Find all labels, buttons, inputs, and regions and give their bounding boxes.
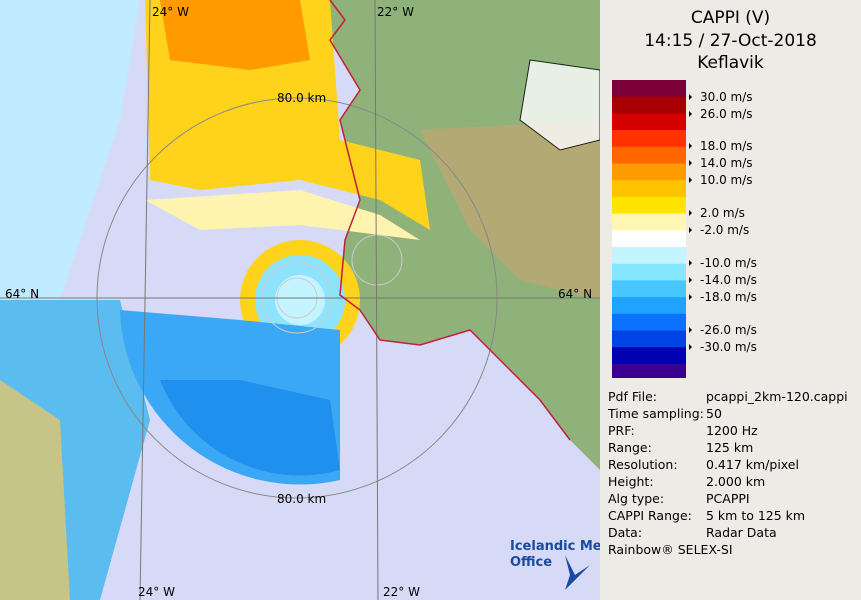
graticule [0, 0, 600, 600]
info-row: CAPPI Range: 5 km to 125 km [608, 508, 805, 523]
echoes [0, 0, 430, 600]
info-value: 2.000 km [706, 474, 766, 489]
legend-label: 30.0 m/s [700, 90, 753, 104]
legend-band [612, 196, 686, 215]
legend-label: -10.0 m/s [700, 256, 757, 270]
info-key: Height: [608, 474, 654, 489]
lon-label: 22° W [383, 585, 420, 599]
info-key: Alg type: [608, 491, 665, 506]
legend-band [612, 96, 686, 114]
legend-label: 18.0 m/s [700, 139, 753, 153]
info-value: PCAPPI [706, 491, 750, 506]
legend-pointer [689, 260, 692, 266]
legend-pointer [689, 177, 692, 183]
legend-label: -26.0 m/s [700, 323, 757, 337]
lat-label: 64° N [5, 287, 39, 301]
legend-label: 10.0 m/s [700, 173, 753, 187]
info-key: Pdf File: [608, 389, 657, 404]
coastline [329, 0, 571, 441]
legend-label: 26.0 m/s [700, 107, 753, 121]
info-key: Data: [608, 525, 643, 540]
legend-pointer [689, 160, 692, 166]
info-key: Range: [608, 440, 652, 455]
footer: Rainbow® SELEX-SI [608, 542, 733, 557]
info-row: Height: 2.000 km [608, 474, 765, 489]
legend-band [612, 146, 686, 164]
legend-band [612, 297, 686, 315]
legend-band [612, 163, 686, 181]
legend-pointer [689, 344, 692, 350]
legend-band [612, 363, 686, 378]
time: 14:15 / 27-Oct-2018 [644, 31, 817, 51]
legend-pointer [689, 277, 692, 283]
logo-text: Icelandic Met [510, 539, 600, 554]
info-value: pcappi_2km-120.cappi [706, 389, 848, 404]
legend-band [612, 313, 686, 331]
info-row: Alg type: PCAPPI [608, 491, 750, 506]
legend-pointer [689, 294, 692, 300]
highland [420, 120, 600, 300]
info-value: 50 [706, 406, 722, 421]
info-value: Radar Data [706, 525, 777, 540]
info-row: Resolution: 0.417 km/pixel [608, 457, 799, 472]
legend-label: -14.0 m/s [700, 273, 757, 287]
legend-label: 2.0 m/s [700, 206, 745, 220]
glacier [519, 59, 600, 151]
info-value: 5 km to 125 km [706, 508, 806, 523]
info-key: Time sampling: [608, 406, 704, 421]
site: Keflavik [697, 53, 764, 73]
legend-label: -2.0 m/s [700, 223, 749, 237]
lon-label: 24° W [152, 5, 189, 19]
legend-label: 14.0 m/s [700, 156, 753, 170]
legend-band [612, 263, 686, 281]
legend-pointer [689, 327, 692, 333]
legend-band [612, 213, 686, 231]
info-key: PRF: [608, 423, 635, 438]
logo-icon [565, 555, 590, 590]
info-panel: CAPPI (V) 14:15 / 27-Oct-2018 Keflavik 3… [600, 0, 861, 600]
legend-band [612, 80, 686, 98]
legend: 30.0 m/s 26.0 m/s 18.0 m/s 14.0 m/s 10.0 m/s… [612, 80, 757, 378]
legend-band [612, 280, 686, 298]
info-row: Range: 125 km [608, 440, 753, 455]
lat-label: 64° N [558, 287, 592, 301]
info-value: 0.417 km/pixel [706, 457, 799, 472]
logo-text: Office [510, 555, 552, 570]
legend-band [612, 230, 686, 248]
legend-pointer [689, 111, 692, 117]
legend-pointer [689, 210, 692, 216]
info-row: PRF: 1200 Hz [608, 423, 758, 438]
info-key: Resolution: [608, 457, 678, 472]
lon-label: 22° W [377, 5, 414, 19]
radar-map: 24° W 22° W 80.0 km 64° N 64° N 80.0 km … [0, 0, 600, 600]
range-label: 80.0 km [277, 91, 326, 105]
legend-band [612, 130, 686, 148]
legend-pointer [689, 94, 692, 100]
legend-band [612, 113, 686, 131]
info-value: 1200 Hz [706, 423, 758, 438]
legend-band [612, 330, 686, 348]
legend-label: -18.0 m/s [700, 290, 757, 304]
info-row: Pdf File: pcappi_2km-120.cappi [608, 389, 848, 404]
info-row: Data: Radar Data [608, 525, 777, 540]
legend-label: -30.0 m/s [700, 340, 757, 354]
legend-pointer [689, 143, 692, 149]
info-value: 125 km [706, 440, 754, 455]
lon-label: 24° W [138, 585, 175, 599]
legend-band [612, 347, 686, 365]
legend-pointer [689, 227, 692, 233]
info-key: CAPPI Range: [608, 508, 692, 523]
legend-band [612, 247, 686, 265]
legend-band [612, 180, 686, 198]
range-label: 80.0 km [277, 492, 326, 506]
product: CAPPI (V) [690, 8, 771, 28]
info-row: Time sampling: 50 [608, 406, 722, 421]
